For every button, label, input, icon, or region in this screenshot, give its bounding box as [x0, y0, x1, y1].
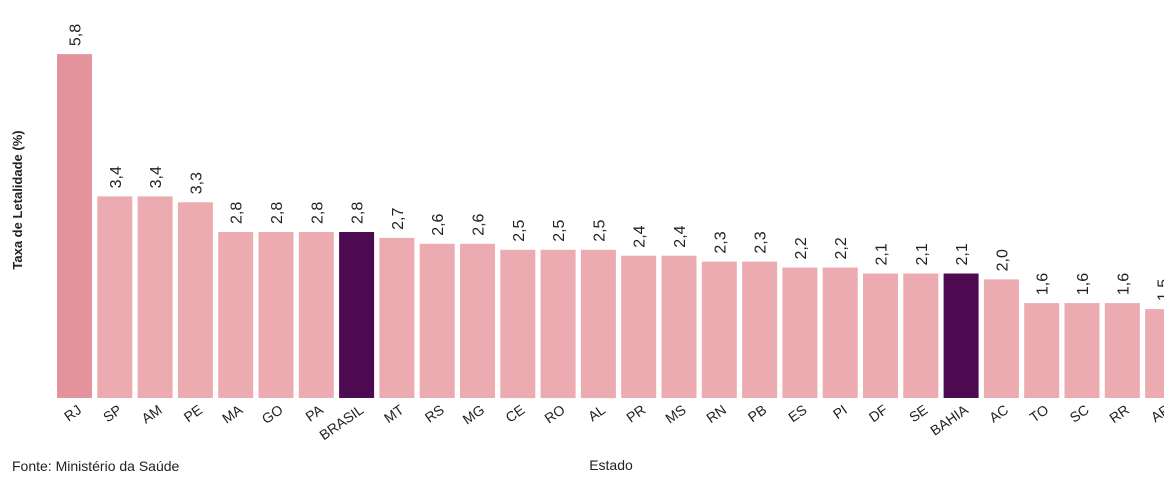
bar-to — [1024, 303, 1060, 398]
tick-label-ap: AP — [1148, 401, 1164, 425]
tick-label-pi: PI — [830, 401, 850, 422]
tick-label-pr: PR — [623, 401, 648, 425]
tick-label-pb: PB — [745, 401, 769, 425]
tick-label-to: TO — [1027, 401, 1052, 425]
tick-label-ma: MA — [219, 401, 246, 427]
tick-label-ro: RO — [541, 401, 567, 426]
value-label-pa: 2,8 — [309, 202, 326, 224]
tick-label-ms: MS — [662, 401, 688, 426]
tick-label-ce: CE — [502, 401, 527, 425]
y-axis-label: Taxa de Letalidade (%) — [10, 130, 25, 269]
tick-label-rn: RN — [703, 401, 729, 426]
value-label-es: 2,2 — [793, 237, 810, 259]
bar-ro — [540, 249, 576, 399]
tick-label-go: GO — [259, 401, 286, 427]
value-label-sp: 3,4 — [108, 166, 125, 188]
value-label-rs: 2,6 — [430, 213, 447, 235]
value-label-bahia: 2,1 — [954, 243, 971, 265]
value-label-se: 2,1 — [914, 243, 931, 265]
bar-pi — [822, 267, 858, 398]
x-axis-label: Estado — [589, 457, 633, 473]
value-label-rj: 5,8 — [68, 24, 85, 46]
bar-pr — [621, 255, 657, 398]
tick-label-rs: RS — [422, 401, 447, 425]
bar-ce — [500, 249, 536, 399]
bar-al — [580, 249, 616, 399]
bar-ac — [983, 279, 1019, 398]
bar-se — [903, 273, 939, 398]
value-label-brasil: 2,8 — [350, 202, 367, 224]
value-label-pr: 2,4 — [632, 225, 649, 247]
value-label-mt: 2,7 — [390, 208, 407, 230]
value-label-rr: 1,6 — [1115, 273, 1132, 295]
bar-mt — [379, 237, 415, 398]
bar-am — [137, 196, 173, 398]
bar-rs — [419, 243, 455, 398]
tick-label-se: SE — [906, 401, 930, 425]
bar-bahia — [943, 273, 979, 398]
bar-ms — [661, 255, 697, 398]
value-label-ap: 1,5 — [1156, 279, 1164, 301]
value-label-ms: 2,4 — [672, 225, 689, 247]
tick-label-al: AL — [585, 401, 608, 424]
bar-go — [258, 232, 294, 398]
tick-label-rj: RJ — [61, 401, 84, 424]
bar-brasil — [339, 232, 375, 398]
value-label-am: 3,4 — [148, 166, 165, 188]
tick-label-ac: AC — [986, 401, 1011, 425]
value-label-go: 2,8 — [269, 202, 286, 224]
bar-ma — [218, 232, 254, 398]
value-label-pb: 2,3 — [753, 231, 770, 253]
value-label-ce: 2,5 — [511, 219, 528, 241]
value-label-ro: 2,5 — [551, 219, 568, 241]
bar-rj — [57, 54, 92, 398]
value-label-al: 2,5 — [591, 219, 608, 241]
bar-sc — [1064, 303, 1100, 398]
bar-df — [863, 273, 898, 398]
source-note: Fonte: Ministério da Saúde — [12, 458, 180, 474]
tick-label-mg: MG — [460, 401, 488, 427]
value-label-mg: 2,6 — [471, 213, 488, 235]
tick-label-mt: MT — [381, 401, 407, 426]
value-label-df: 2,1 — [874, 243, 891, 265]
tick-label-brasil: BRASIL — [316, 401, 366, 443]
tick-label-df: DF — [866, 401, 890, 425]
bar-rr — [1104, 303, 1140, 398]
bar-es — [782, 267, 818, 398]
value-label-ac: 2,0 — [994, 249, 1011, 271]
tick-label-sc: SC — [1067, 401, 1092, 425]
bar-pa — [298, 232, 334, 398]
bar-pe — [177, 202, 213, 398]
tick-label-pa: PA — [302, 401, 326, 425]
tick-label-bahia: BAHIA — [927, 401, 971, 439]
value-label-rn: 2,3 — [712, 231, 729, 253]
bar-ap — [1145, 309, 1164, 398]
tick-label-rr: RR — [1106, 401, 1132, 426]
tick-label-am: AM — [138, 401, 164, 426]
bar-rn — [701, 261, 737, 398]
value-label-pe: 3,3 — [188, 172, 205, 194]
tick-label-pe: PE — [181, 401, 205, 425]
value-label-to: 1,6 — [1035, 273, 1052, 295]
tick-label-es: ES — [785, 401, 809, 425]
tick-label-sp: SP — [100, 401, 124, 425]
value-label-sc: 1,6 — [1075, 273, 1092, 295]
value-label-pi: 2,2 — [833, 237, 850, 259]
bar-sp — [97, 196, 133, 398]
bar-pb — [742, 261, 778, 398]
value-label-ma: 2,8 — [229, 202, 246, 224]
bar-mg — [460, 243, 495, 398]
